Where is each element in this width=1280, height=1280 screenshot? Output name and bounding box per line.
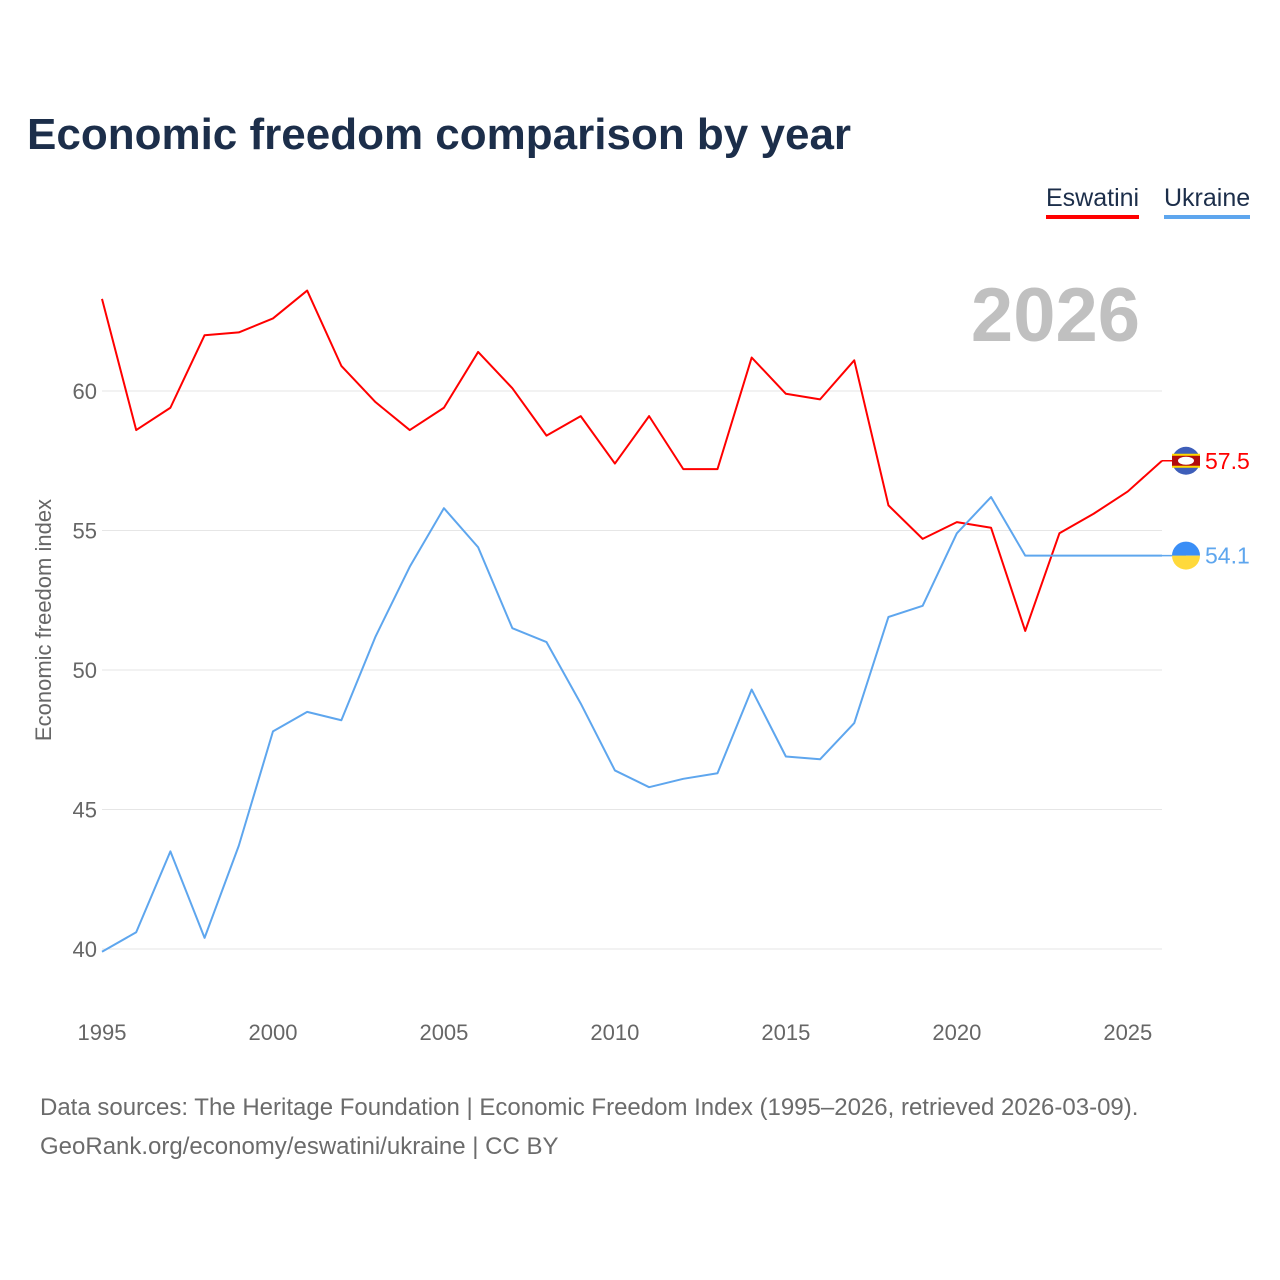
source-note: Data sources: The Heritage Foundation | …	[40, 1088, 1138, 1166]
flag-ukraine-lower	[1172, 555, 1200, 570]
x-tick-label: 2000	[248, 1020, 297, 1045]
y-axis-label: Economic freedom index	[31, 499, 56, 741]
source-line-2[interactable]: GeoRank.org/economy/eswatini/ukraine | C…	[40, 1133, 559, 1160]
y-tick-label: 50	[73, 658, 97, 683]
y-tick-label: 55	[73, 519, 97, 544]
year-watermark: 2026	[970, 273, 1140, 358]
series-line-ukraine	[101, 496, 1162, 953]
legend-ukraine[interactable]: Ukraine	[1164, 184, 1251, 219]
source-line-1: Data sources: The Heritage Foundation | …	[40, 1094, 1139, 1121]
flag-shield	[1178, 456, 1194, 465]
x-tick-label: 2005	[419, 1020, 468, 1045]
y-tick-label: 45	[73, 798, 97, 823]
y-tick-label: 60	[73, 379, 97, 404]
flag-ukraine-icon	[1172, 541, 1200, 556]
x-tick-label: 1995	[78, 1020, 127, 1045]
x-tick-label: 2015	[761, 1020, 810, 1045]
x-tick-label: 2010	[590, 1020, 639, 1045]
end-value-label: 54.1	[1205, 543, 1250, 569]
x-tick-label: 2020	[932, 1020, 981, 1045]
chart-title: Economic freedom comparison by year	[27, 110, 852, 159]
end-value-label: 57.5	[1205, 448, 1250, 474]
legend-eswatini[interactable]: Eswatini	[1046, 184, 1140, 219]
y-tick-label: 40	[73, 937, 97, 962]
series-line-eswatini	[101, 289, 1163, 632]
x-tick-label: 2025	[1103, 1020, 1152, 1045]
